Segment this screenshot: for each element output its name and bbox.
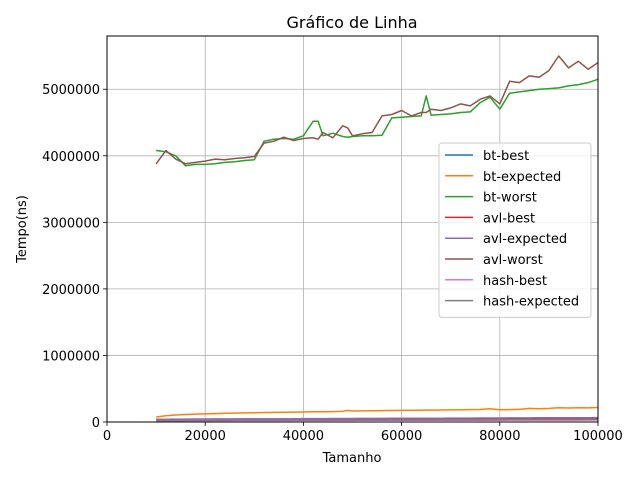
x-tick-label: 20000 [185,429,226,444]
legend-box [438,142,592,318]
legend: bt-best bt-expected bt-worst avl-best avl-ex… [438,142,592,318]
y-tick-label: 0 [92,416,100,431]
y-tick-label: 5000000 [42,83,100,98]
legend-label-avl-worst: avl-worst [483,253,543,268]
y-axis: 0 1000000 2000000 3000000 4000000 5000000 [42,83,107,431]
legend-label-avl-best: avl-best [483,211,535,226]
legend-label-hash-expected: hash-expected [483,295,579,310]
series-line-bt-worst [156,78,599,167]
series-layer [155,55,599,422]
legend-label-bt-best: bt-best [483,149,529,164]
y-tick-label: 4000000 [42,150,100,165]
plot-frame [106,35,599,423]
x-axis-title: Tamanho [322,451,382,466]
series-line-avl-worst [155,55,599,165]
legend-label-avl-expected: avl-expected [483,232,567,247]
legend-label-hash-best: hash-best [483,274,547,289]
y-tick-label: 3000000 [42,216,100,231]
legend-label-bt-expected: bt-expected [483,170,561,185]
series-line-avl-expected [156,416,599,421]
x-tick-label: 100000 [573,429,623,444]
x-tick-label: 0 [103,429,111,444]
y-tick-label: 2000000 [42,283,100,298]
x-tick-label: 60000 [381,429,422,444]
y-axis-title: Tempo(ns) [15,195,30,264]
x-axis: 0 20000 40000 60000 80000 100000 [103,422,623,444]
chart-title: Gráfico de Linha [286,13,417,32]
x-tick-label: 40000 [283,429,324,444]
series-line-bt-expected [156,406,599,418]
legend-label-bt-worst: bt-worst [483,191,537,206]
x-tick-label: 80000 [479,429,520,444]
y-tick-label: 1000000 [42,349,100,364]
series-line-hash-expected [156,418,598,422]
